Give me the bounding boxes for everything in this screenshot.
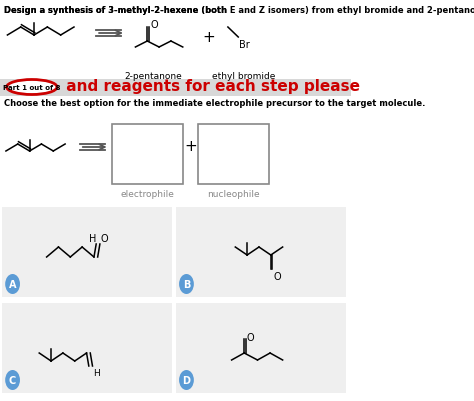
Text: ethyl bromide: ethyl bromide (212, 72, 276, 81)
Bar (176, 207, 346, 297)
Text: Design a synthesis of 3-methyl-2-hexene (both ​E​ and ​Z​ isomers) from ethyl br: Design a synthesis of 3-methyl-2-hexene … (4, 6, 474, 15)
Text: C: C (9, 375, 16, 385)
Bar (0, 80, 351, 97)
Bar (2, 207, 173, 297)
Circle shape (5, 274, 20, 294)
Circle shape (5, 370, 20, 390)
Text: 2-pentanone: 2-pentanone (124, 72, 182, 81)
Bar (176, 303, 346, 393)
Text: Part 1 out of 8: Part 1 out of 8 (3, 85, 61, 91)
Circle shape (179, 370, 194, 390)
Bar (198, 125, 269, 184)
Text: O: O (150, 20, 158, 30)
Text: D: D (182, 375, 191, 385)
Text: H: H (89, 233, 96, 243)
Text: H: H (93, 368, 100, 377)
Text: Design a synthesis of 3-methyl-2-hexene (both: Design a synthesis of 3-methyl-2-hexene … (4, 6, 229, 15)
Circle shape (179, 274, 194, 294)
Ellipse shape (7, 80, 57, 95)
Bar (2, 303, 173, 393)
Text: O: O (273, 271, 281, 281)
Text: and reagents for each step please: and reagents for each step please (61, 79, 360, 94)
Bar (112, 125, 183, 184)
Text: Br: Br (239, 40, 250, 50)
Text: Choose the best option for the immediate electrophile precursor to the target mo: Choose the best option for the immediate… (4, 99, 425, 108)
Text: O: O (246, 332, 254, 342)
Text: nucleophile: nucleophile (207, 190, 259, 198)
Text: B: B (183, 279, 190, 289)
Text: A: A (9, 279, 16, 289)
Text: +: + (202, 29, 215, 45)
Text: O: O (100, 233, 108, 243)
Text: electrophile: electrophile (120, 190, 174, 198)
Text: +: + (184, 139, 197, 154)
